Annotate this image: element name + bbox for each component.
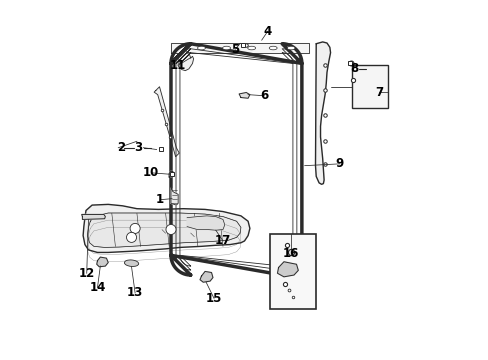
Ellipse shape: [124, 260, 139, 266]
Text: 10: 10: [143, 166, 159, 179]
Circle shape: [130, 224, 140, 233]
Text: 9: 9: [335, 157, 343, 170]
Polygon shape: [171, 43, 308, 53]
Text: 7: 7: [374, 86, 382, 99]
Text: 4: 4: [263, 25, 271, 38]
Polygon shape: [178, 49, 193, 71]
Text: 13: 13: [127, 287, 143, 300]
Polygon shape: [315, 42, 330, 184]
Text: 3: 3: [134, 141, 142, 154]
Text: 12: 12: [79, 267, 95, 280]
Polygon shape: [200, 271, 212, 282]
Polygon shape: [277, 262, 298, 277]
Text: 15: 15: [205, 292, 222, 305]
Text: 2: 2: [117, 141, 124, 154]
Ellipse shape: [269, 46, 277, 50]
Ellipse shape: [197, 46, 205, 50]
Circle shape: [165, 225, 176, 234]
Polygon shape: [87, 213, 241, 247]
Ellipse shape: [222, 46, 230, 50]
Polygon shape: [169, 171, 172, 177]
Text: 6: 6: [260, 89, 268, 102]
Text: 17: 17: [214, 234, 231, 247]
Polygon shape: [83, 204, 249, 252]
Circle shape: [126, 232, 136, 242]
Ellipse shape: [247, 46, 255, 50]
Text: 16: 16: [283, 247, 299, 260]
Polygon shape: [97, 257, 108, 267]
Text: 8: 8: [349, 62, 357, 75]
Ellipse shape: [286, 46, 294, 50]
Text: 1: 1: [156, 193, 164, 206]
Polygon shape: [154, 87, 179, 157]
Polygon shape: [187, 216, 224, 230]
Polygon shape: [239, 93, 249, 98]
Polygon shape: [171, 187, 178, 205]
Text: 14: 14: [89, 281, 105, 294]
Text: 11: 11: [170, 59, 186, 72]
Polygon shape: [81, 215, 105, 220]
Text: 5: 5: [231, 42, 239, 55]
Bar: [351, 65, 387, 108]
Bar: [269, 234, 316, 309]
